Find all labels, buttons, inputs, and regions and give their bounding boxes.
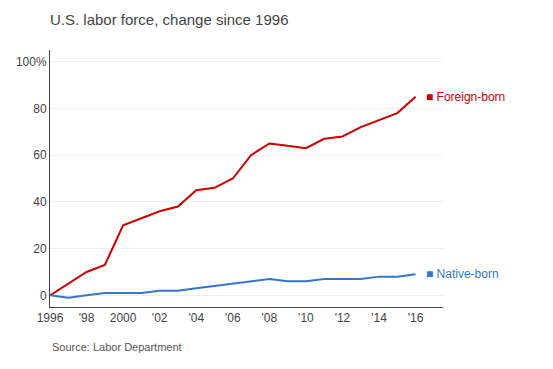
svg-text:60: 60 xyxy=(33,148,47,162)
svg-text:Source: Labor Department: Source: Labor Department xyxy=(52,341,182,353)
svg-text:100%: 100% xyxy=(16,55,47,69)
svg-text:'02: '02 xyxy=(152,311,168,325)
svg-text:20: 20 xyxy=(33,242,47,256)
svg-text:1996: 1996 xyxy=(37,311,64,325)
svg-text:■ Native-born: ■ Native-born xyxy=(426,267,499,281)
svg-text:'16: '16 xyxy=(408,311,424,325)
svg-text:80: 80 xyxy=(33,102,47,116)
svg-text:'12: '12 xyxy=(335,311,351,325)
svg-text:'14: '14 xyxy=(371,311,387,325)
svg-text:'06: '06 xyxy=(225,311,241,325)
svg-text:U.S. labor force, change since: U.S. labor force, change since 1996 xyxy=(50,11,288,28)
svg-text:40: 40 xyxy=(33,195,47,209)
svg-text:'04: '04 xyxy=(188,311,204,325)
svg-text:■ Foreign-born: ■ Foreign-born xyxy=(426,90,505,104)
svg-text:'10: '10 xyxy=(298,311,314,325)
svg-text:2000: 2000 xyxy=(110,311,137,325)
svg-text:'08: '08 xyxy=(262,311,278,325)
svg-text:'98: '98 xyxy=(79,311,95,325)
svg-text:0: 0 xyxy=(40,289,47,303)
